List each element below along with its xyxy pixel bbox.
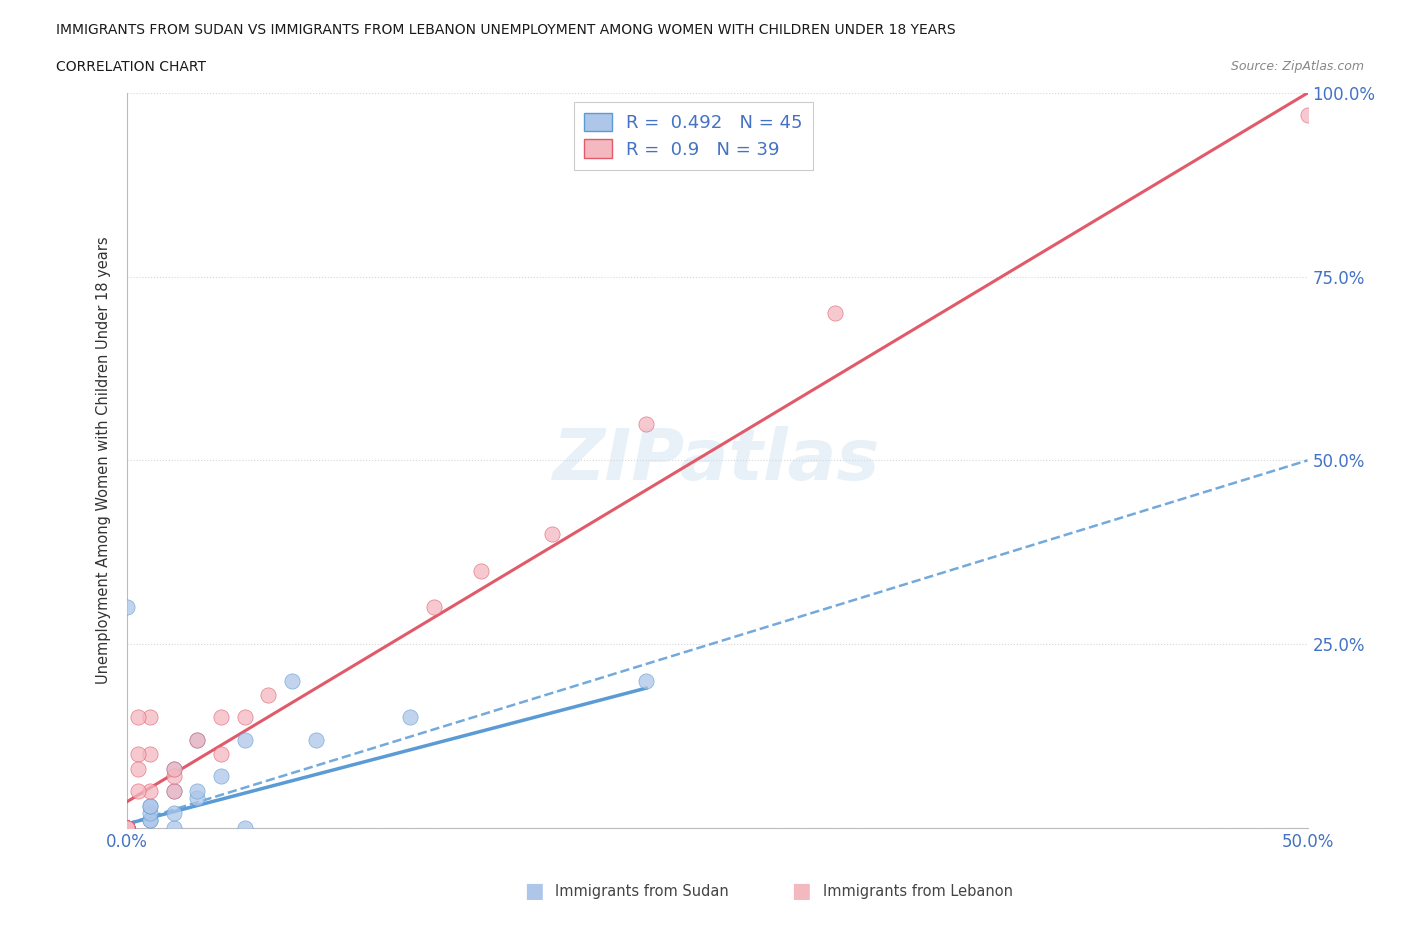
Point — [115, 820, 138, 835]
Point — [115, 820, 138, 835]
Point — [115, 820, 138, 835]
Point — [139, 813, 162, 828]
Point — [115, 820, 138, 835]
Point — [115, 820, 138, 835]
Point — [115, 820, 138, 835]
Point — [115, 820, 138, 835]
Point — [115, 820, 138, 835]
Text: ■: ■ — [792, 882, 811, 901]
Point — [127, 783, 149, 798]
Point — [233, 820, 256, 835]
Point — [163, 783, 186, 798]
Point — [115, 820, 138, 835]
Point — [139, 747, 162, 762]
Point — [115, 820, 138, 835]
Point — [163, 783, 186, 798]
Point — [824, 306, 846, 321]
Point — [139, 813, 162, 828]
Point — [115, 820, 138, 835]
Point — [115, 820, 138, 835]
Point — [115, 600, 138, 615]
Point — [115, 820, 138, 835]
Point — [233, 711, 256, 725]
Legend: R =  0.492   N = 45, R =  0.9   N = 39: R = 0.492 N = 45, R = 0.9 N = 39 — [574, 102, 813, 169]
Point — [115, 820, 138, 835]
Point — [115, 820, 138, 835]
Point — [186, 732, 208, 747]
Point — [163, 762, 186, 777]
Y-axis label: Unemployment Among Women with Children Under 18 years: Unemployment Among Women with Children U… — [96, 236, 111, 684]
Point — [163, 805, 186, 820]
Point — [115, 820, 138, 835]
Point — [115, 820, 138, 835]
Point — [139, 798, 162, 813]
Point — [115, 820, 138, 835]
Point — [233, 732, 256, 747]
Point — [115, 820, 138, 835]
Point — [115, 820, 138, 835]
Text: Immigrants from Lebanon: Immigrants from Lebanon — [823, 884, 1012, 899]
Point — [422, 600, 444, 615]
Point — [399, 711, 422, 725]
Point — [115, 820, 138, 835]
Point — [186, 790, 208, 805]
Point — [115, 820, 138, 835]
Point — [115, 820, 138, 835]
Point — [209, 711, 232, 725]
Point — [115, 820, 138, 835]
Point — [115, 820, 138, 835]
Point — [281, 673, 304, 688]
Point — [636, 673, 658, 688]
Point — [115, 820, 138, 835]
Point — [1296, 108, 1319, 123]
Point — [163, 762, 186, 777]
Point — [209, 769, 232, 784]
Point — [115, 820, 138, 835]
Text: Source: ZipAtlas.com: Source: ZipAtlas.com — [1230, 60, 1364, 73]
Point — [186, 732, 208, 747]
Point — [115, 820, 138, 835]
Text: ZIPatlas: ZIPatlas — [554, 426, 880, 495]
Point — [257, 688, 280, 703]
Point — [127, 762, 149, 777]
Text: IMMIGRANTS FROM SUDAN VS IMMIGRANTS FROM LEBANON UNEMPLOYMENT AMONG WOMEN WITH C: IMMIGRANTS FROM SUDAN VS IMMIGRANTS FROM… — [56, 23, 956, 37]
Text: Immigrants from Sudan: Immigrants from Sudan — [555, 884, 730, 899]
Point — [115, 820, 138, 835]
Point — [209, 747, 232, 762]
Point — [115, 820, 138, 835]
Point — [115, 820, 138, 835]
Point — [115, 820, 138, 835]
Point — [470, 564, 492, 578]
Point — [304, 732, 326, 747]
Point — [163, 820, 186, 835]
Point — [115, 820, 138, 835]
Point — [115, 820, 138, 835]
Point — [127, 711, 149, 725]
Text: ■: ■ — [524, 882, 544, 901]
Point — [139, 783, 162, 798]
Point — [115, 820, 138, 835]
Point — [636, 417, 658, 432]
Point — [139, 798, 162, 813]
Point — [115, 820, 138, 835]
Point — [115, 820, 138, 835]
Point — [115, 820, 138, 835]
Point — [115, 820, 138, 835]
Text: CORRELATION CHART: CORRELATION CHART — [56, 60, 207, 74]
Point — [127, 747, 149, 762]
Point — [139, 805, 162, 820]
Point — [139, 711, 162, 725]
Point — [115, 820, 138, 835]
Point — [540, 526, 562, 541]
Point — [115, 820, 138, 835]
Point — [163, 769, 186, 784]
Point — [186, 783, 208, 798]
Point — [115, 820, 138, 835]
Point — [115, 820, 138, 835]
